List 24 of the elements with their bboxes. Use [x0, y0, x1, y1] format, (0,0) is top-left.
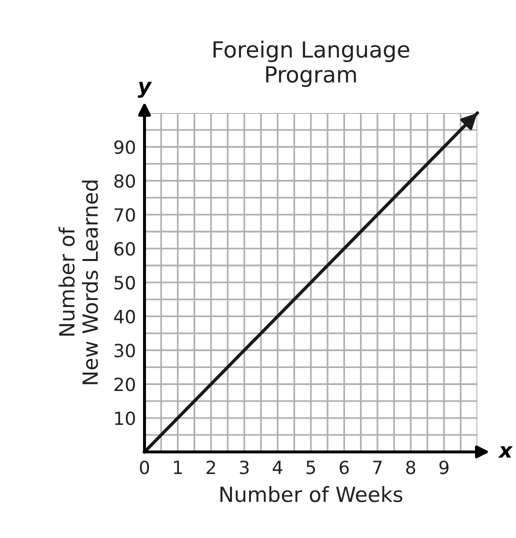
text: y — [138, 82, 152, 98]
y-tick-label: 10 — [115, 411, 135, 426]
y-tick-label: 90 — [114, 140, 135, 154]
x-axis-title: Number of Weeks — [220, 486, 402, 502]
x-tick-label: 6 — [340, 460, 349, 474]
y-tick-label: 20 — [114, 378, 135, 392]
y-tick-label: 50 — [114, 276, 135, 290]
x-tick-label: 7 — [373, 460, 382, 474]
x-tick-label: 4 — [272, 460, 282, 474]
x-tick-label: 5 — [306, 460, 316, 474]
y-tick-label: 30 — [114, 344, 135, 358]
x-tick-label: 2 — [206, 460, 215, 474]
x-tick-label: 3 — [240, 460, 249, 474]
y-tick-label: 70 — [114, 208, 135, 222]
x-tick-label: 8 — [406, 460, 416, 474]
text: x — [498, 446, 513, 458]
y-tick-label: 80 — [114, 174, 135, 188]
y-tick-label: 60 — [114, 242, 135, 256]
chart-title: Foreign Language Program — [214, 40, 410, 88]
x-tick-label: 0 — [140, 460, 150, 474]
x-tick-label: 1 — [174, 460, 182, 474]
x-tick-label: 9 — [439, 460, 448, 474]
y-tick-label: 40 — [114, 310, 135, 324]
y-axis-title: Number of New Words Learned — [58, 180, 98, 384]
